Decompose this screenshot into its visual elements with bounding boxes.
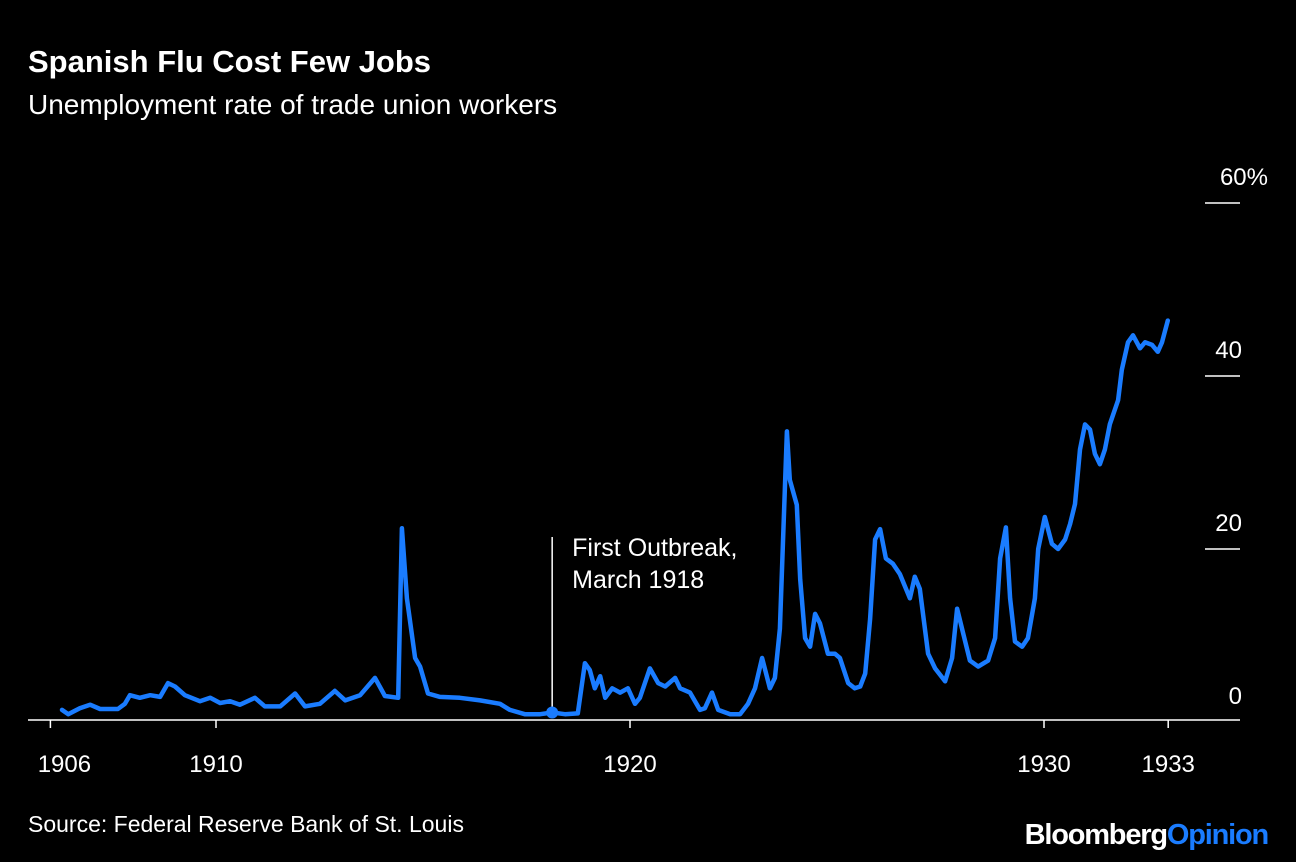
x-tick-label: 1920 [603,751,656,778]
y-tick-label: 20 [1215,510,1242,537]
x-tick-label: 1906 [38,751,91,778]
source: Source: Federal Reserve Bank of St. Loui… [28,811,464,837]
logo: BloombergOpinion [1025,819,1268,851]
annotation-dot [546,706,559,719]
chart-title: Spanish Flu Cost Few Jobs [28,44,431,79]
annotation-text: March 1918 [572,566,704,594]
y-tick-label: 60% [1220,164,1268,191]
chart-subtitle: Unemployment rate of trade union workers [28,89,557,120]
y-tick-label: 40 [1215,337,1242,364]
line-series [59,318,1171,717]
x-tick-label: 1930 [1017,751,1070,778]
x-tick-label: 1933 [1142,751,1195,778]
logo-part: Opinion [1167,819,1268,851]
logo-part: Bloomberg [1025,819,1167,851]
annotation-text: First Outbreak, [572,534,737,562]
x-tick-label: 1910 [189,751,242,778]
y-tick-label: 0 [1229,683,1242,710]
